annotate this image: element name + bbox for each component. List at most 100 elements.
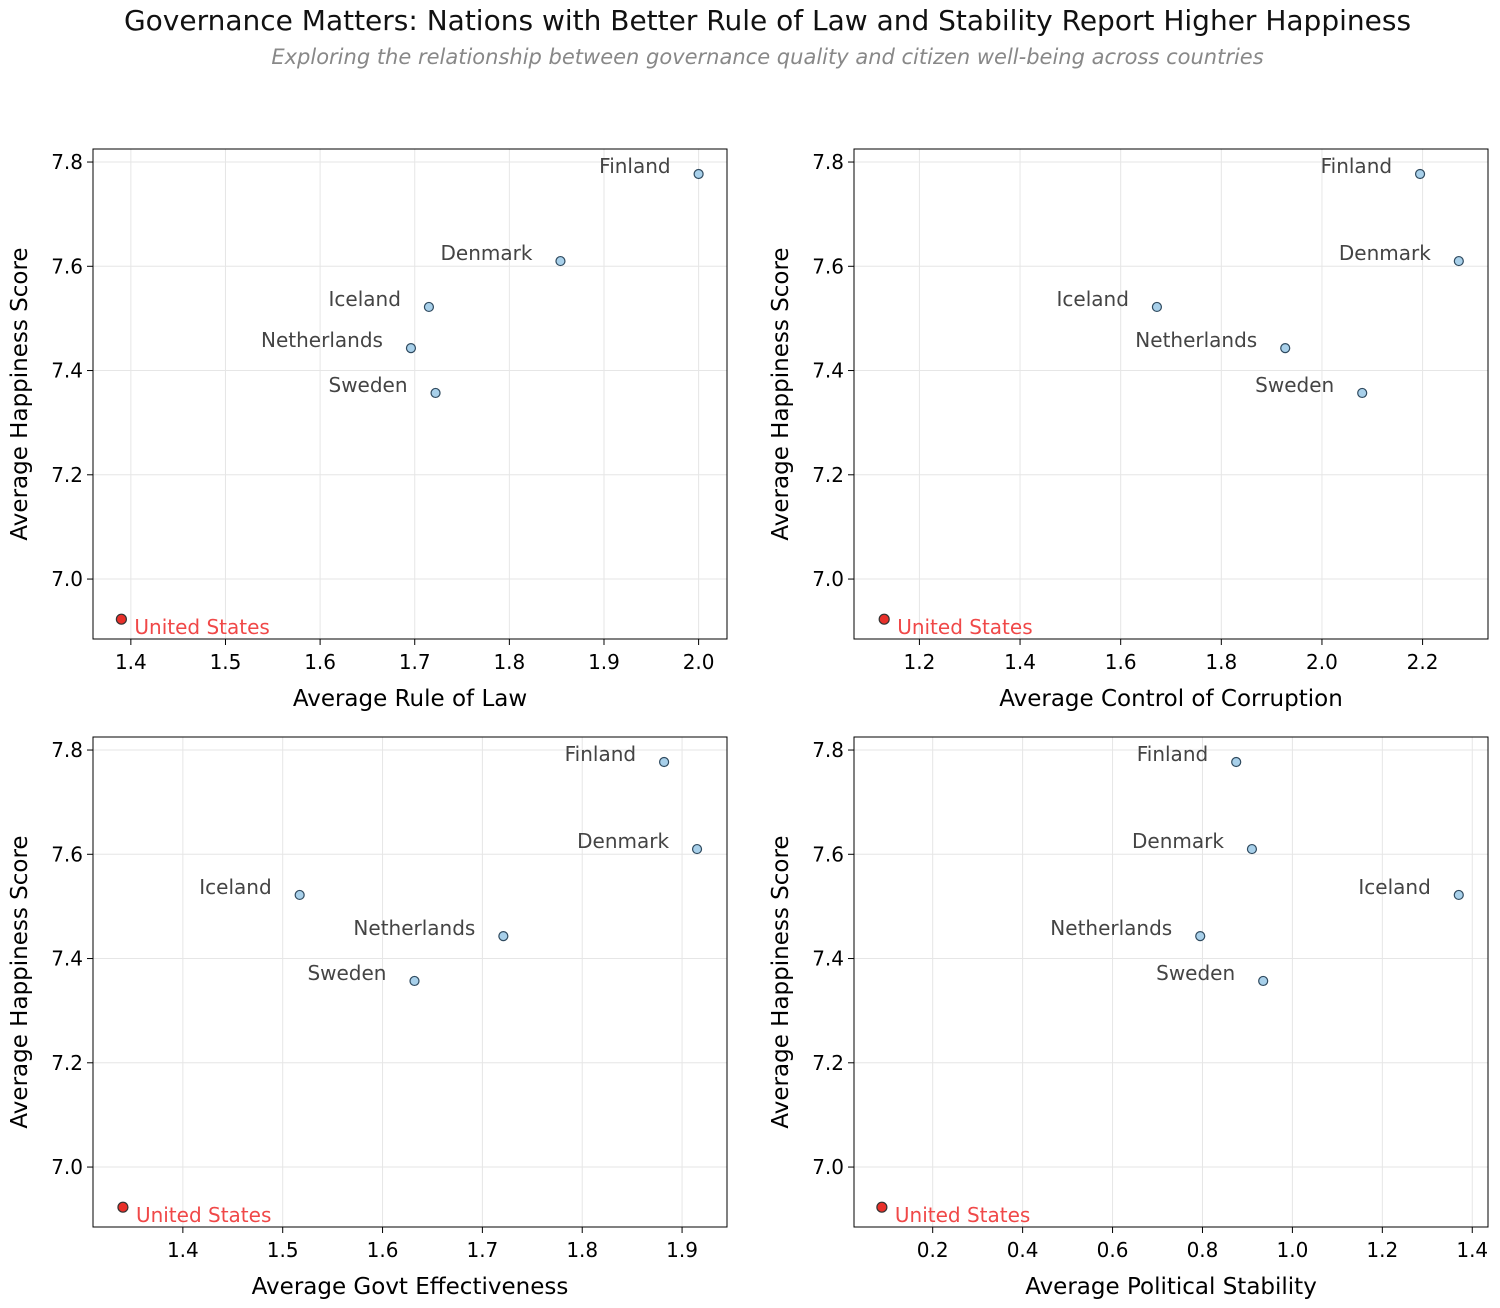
data-label-netherlands: Netherlands xyxy=(1050,916,1172,940)
y-tick-label: 7.4 xyxy=(51,947,83,971)
data-label-sweden: Sweden xyxy=(329,373,408,397)
subplot-1: 1.4 1.5 1.6 1.7 1.8 1.9 2.0 7.0 7.2 7.4 7.6 7.8 Aver… xyxy=(7,148,728,712)
x-tick-label: 1.5 xyxy=(210,650,242,674)
y-tick-label: 7.8 xyxy=(51,150,83,174)
data-label-sweden: Sweden xyxy=(1255,373,1334,397)
data-label-finland: Finland xyxy=(565,742,636,766)
data-point-finland xyxy=(693,168,704,180)
plot-frame xyxy=(92,148,728,640)
data-label-united-states: United States xyxy=(134,615,269,639)
x-tick-label: 1.7 xyxy=(399,650,431,674)
y-tick-label: 7.6 xyxy=(812,842,844,866)
y-axis-label: Average Happiness Score xyxy=(768,835,794,1128)
data-label-iceland: Iceland xyxy=(329,287,401,311)
data-label-finland: Finland xyxy=(599,154,670,178)
y-tick-label: 7.0 xyxy=(51,1155,83,1179)
plot-frame xyxy=(92,736,728,1228)
data-point-united-states xyxy=(878,613,890,625)
y-axis-label: Average Happiness Score xyxy=(7,835,33,1128)
x-axis-label: Average Control of Corruption xyxy=(999,686,1343,712)
x-tick-label: 0.8 xyxy=(1187,1238,1219,1262)
subplot-4: 0.2 0.4 0.6 0.8 1.0 1.2 1.4 7.0 7.2 7.4 7.6 7.8 Aver… xyxy=(768,736,1489,1300)
x-tick-label: 1.4 xyxy=(1456,1238,1488,1262)
data-point-denmark xyxy=(555,255,566,267)
data-point-united-states xyxy=(117,1201,129,1213)
data-point-netherlands xyxy=(1280,343,1291,354)
chart-title: Governance Matters: Nations with Better … xyxy=(123,4,1412,37)
y-tick-label: 7.2 xyxy=(51,463,83,487)
plot-frame xyxy=(853,148,1489,640)
data-point-denmark xyxy=(1453,255,1464,267)
x-tick-label: 1.8 xyxy=(493,650,525,674)
y-tick-label: 7.4 xyxy=(51,359,83,383)
data-point-iceland xyxy=(1453,889,1464,901)
data-label-united-states: United States xyxy=(895,1203,1030,1227)
x-tick-label: 1.6 xyxy=(304,650,336,674)
x-tick-label: 2.0 xyxy=(1306,650,1338,674)
x-tick-label: 1.2 xyxy=(1366,1238,1398,1262)
data-point-iceland xyxy=(294,889,305,901)
data-point-united-states xyxy=(876,1201,888,1213)
y-tick-label: 7.8 xyxy=(812,150,844,174)
data-label-iceland: Iceland xyxy=(1057,287,1129,311)
data-label-united-states: United States xyxy=(897,615,1032,639)
data-point-sweden xyxy=(1357,387,1368,399)
x-tick-label: 1.7 xyxy=(466,1238,498,1262)
y-tick-label: 7.4 xyxy=(812,947,844,971)
y-tick-label: 7.8 xyxy=(812,738,844,762)
x-tick-label: 1.9 xyxy=(588,650,620,674)
x-tick-label: 1.2 xyxy=(904,650,936,674)
x-axis-label: Average Govt Effectiveness xyxy=(252,1274,569,1300)
x-tick-label: 1.4 xyxy=(115,650,147,674)
data-label-denmark: Denmark xyxy=(1339,241,1431,265)
x-tick-label: 2.2 xyxy=(1407,650,1439,674)
x-tick-label: 1.8 xyxy=(1205,650,1237,674)
x-tick-label: 1.9 xyxy=(666,1238,698,1262)
data-label-denmark: Denmark xyxy=(441,241,533,265)
y-tick-label: 7.2 xyxy=(812,1051,844,1075)
y-tick-label: 7.4 xyxy=(812,359,844,383)
x-axis-label: Average Rule of Law xyxy=(293,686,527,712)
data-point-sweden xyxy=(409,975,420,987)
x-tick-label: 1.8 xyxy=(566,1238,598,1262)
subplot-2: 1.2 1.4 1.6 1.8 2.0 2.2 7.0 7.2 7.4 7.6 7.8 Average… xyxy=(768,148,1489,712)
data-point-iceland xyxy=(423,301,435,313)
x-tick-label: 2.0 xyxy=(683,650,715,674)
data-label-finland: Finland xyxy=(1137,742,1208,766)
x-tick-label: 0.2 xyxy=(917,1238,949,1262)
data-point-netherlands xyxy=(498,931,509,942)
data-label-netherlands: Netherlands xyxy=(1135,328,1257,352)
data-point-iceland xyxy=(1151,301,1163,313)
data-point-netherlands xyxy=(405,343,417,354)
x-tick-label: 1.0 xyxy=(1276,1238,1308,1262)
y-tick-label: 7.6 xyxy=(812,254,844,278)
y-tick-label: 7.2 xyxy=(812,463,844,487)
x-tick-label: 0.4 xyxy=(1007,1238,1039,1262)
x-tick-label: 0.6 xyxy=(1097,1238,1129,1262)
plot-frame xyxy=(853,736,1489,1228)
data-label-united-states: United States xyxy=(136,1203,271,1227)
data-point-sweden xyxy=(430,387,441,399)
data-point-sweden xyxy=(1258,975,1269,987)
x-tick-label: 1.5 xyxy=(267,1238,299,1262)
data-label-iceland: Iceland xyxy=(199,875,271,899)
subplot-3: 1.4 1.5 1.6 1.7 1.8 1.9 7.0 7.2 7.4 7.6 7.8 Average… xyxy=(7,736,728,1300)
data-point-finland xyxy=(1414,168,1426,180)
data-label-denmark: Denmark xyxy=(577,829,669,853)
y-tick-label: 7.6 xyxy=(51,254,83,278)
data-point-united-states xyxy=(115,613,127,625)
data-label-netherlands: Netherlands xyxy=(353,916,475,940)
y-tick-label: 7.2 xyxy=(51,1051,83,1075)
data-point-finland xyxy=(658,756,670,768)
y-tick-label: 7.8 xyxy=(51,738,83,762)
y-tick-label: 7.0 xyxy=(51,567,83,591)
chart-subtitle: Exploring the relationship between gover… xyxy=(271,45,1264,69)
data-point-finland xyxy=(1231,756,1242,768)
y-axis-label: Average Happiness Score xyxy=(7,247,33,540)
data-point-netherlands xyxy=(1195,931,1206,942)
y-tick-label: 7.0 xyxy=(812,1155,844,1179)
data-label-iceland: Iceland xyxy=(1358,875,1430,899)
data-label-denmark: Denmark xyxy=(1132,829,1224,853)
